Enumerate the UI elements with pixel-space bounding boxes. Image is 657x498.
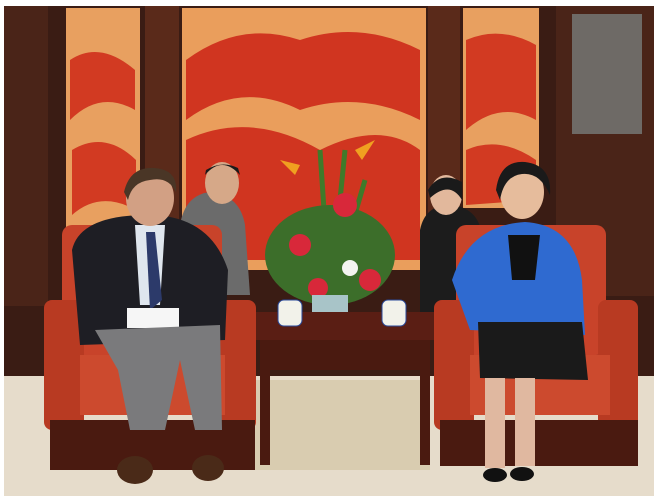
anthurium <box>359 269 381 291</box>
chair-arm <box>218 300 256 430</box>
tie <box>146 232 162 310</box>
table-leg <box>420 340 430 465</box>
window-panel <box>572 14 642 134</box>
shoe <box>510 467 534 481</box>
woman-seated <box>452 161 588 482</box>
hair <box>496 161 551 200</box>
man-seated <box>72 167 228 484</box>
shoe <box>483 468 507 482</box>
tea-cup <box>277 299 303 327</box>
back-wall <box>4 6 654 386</box>
side-table <box>256 299 434 465</box>
hair <box>428 177 462 200</box>
tea-cup <box>381 299 407 327</box>
table-leg <box>260 340 270 465</box>
anthurium <box>289 234 311 256</box>
skirt <box>478 322 588 380</box>
hair <box>124 167 177 200</box>
carving-left <box>70 52 136 215</box>
top <box>508 235 540 280</box>
leg <box>485 378 505 468</box>
chair-arm <box>44 300 84 430</box>
hair <box>205 164 240 175</box>
anthurium <box>333 193 357 217</box>
face <box>205 162 239 204</box>
face <box>500 165 544 219</box>
shoe <box>117 456 153 484</box>
flower-arrangement <box>265 140 395 315</box>
foliage <box>265 205 395 305</box>
trousers <box>95 325 222 430</box>
leg <box>515 378 535 466</box>
carved-screen-left <box>4 6 48 306</box>
white-rose <box>342 260 358 276</box>
table-apron <box>270 340 420 370</box>
chair-arm <box>434 300 474 430</box>
anthurium <box>308 278 328 298</box>
carving-center <box>186 32 420 260</box>
shoe <box>192 455 224 481</box>
paper <box>127 308 179 328</box>
chair-base <box>440 420 638 466</box>
vase <box>312 295 348 315</box>
